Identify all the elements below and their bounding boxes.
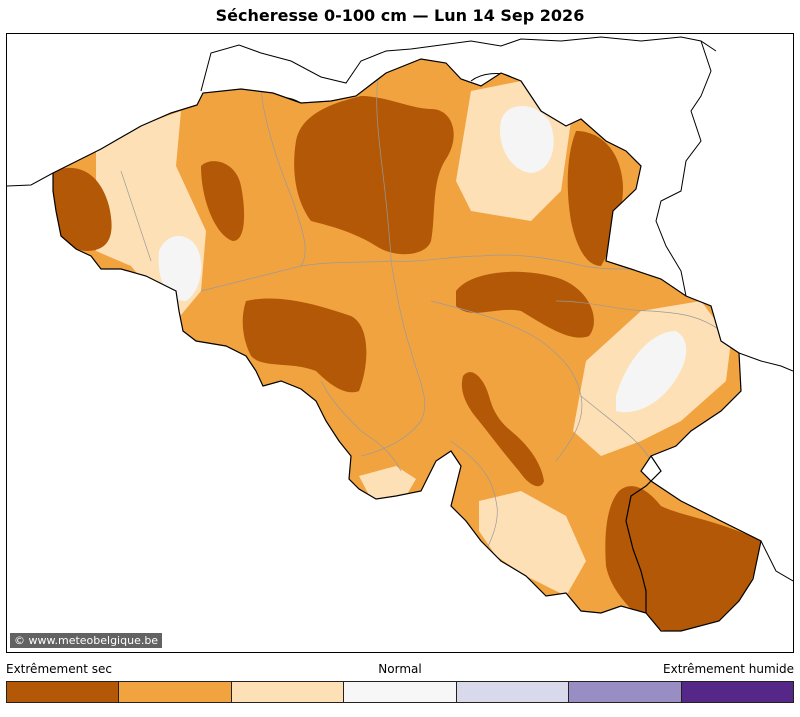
legend-swatch-6 xyxy=(569,682,682,702)
legend-swatch-3 xyxy=(231,682,345,702)
legend-labels: Extrêmement sec Normal Extrêmement humid… xyxy=(6,662,794,678)
legend-swatch-2 xyxy=(119,682,232,702)
drought-map xyxy=(6,33,794,653)
copyright-credit: © www.meteobelgique.be xyxy=(10,633,163,648)
legend-swatch-1 xyxy=(7,682,120,702)
legend-label-dry: Extrêmement sec xyxy=(6,662,112,676)
color-legend-bar xyxy=(6,681,794,703)
map-title: Sécheresse 0-100 cm — Lun 14 Sep 2026 xyxy=(215,6,585,25)
province-borders xyxy=(120,60,722,562)
legend-swatch-5 xyxy=(456,682,570,702)
drought-fields xyxy=(53,59,761,631)
legend-swatch-4 xyxy=(344,682,457,702)
belgium-border xyxy=(52,58,762,632)
luxembourg-border xyxy=(625,455,662,613)
legend-label-normal: Normal xyxy=(378,662,422,676)
legend-swatch-7 xyxy=(681,682,793,702)
legend-label-wet: Extrêmement humide xyxy=(663,662,794,676)
